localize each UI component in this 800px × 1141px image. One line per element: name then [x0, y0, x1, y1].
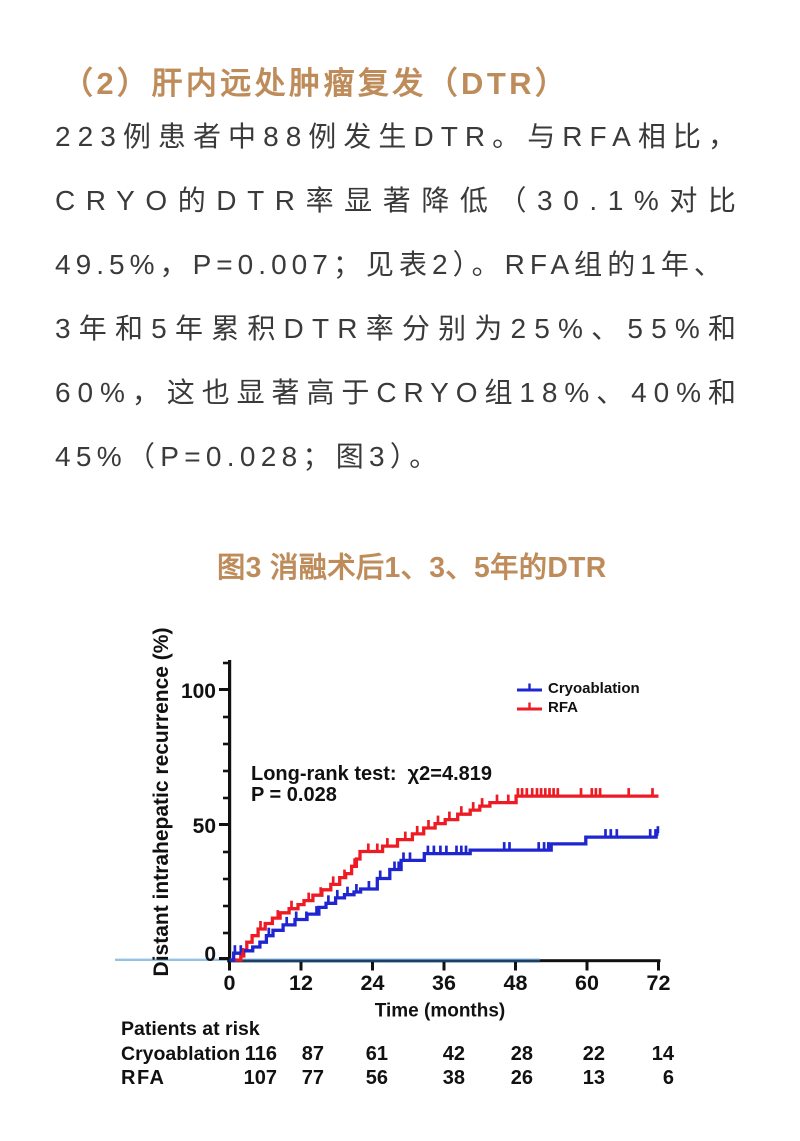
svg-text:6: 6 — [663, 1067, 674, 1089]
svg-text:12: 12 — [289, 971, 313, 995]
svg-text:38: 38 — [443, 1067, 465, 1089]
svg-text:Patients at risk: Patients at risk — [121, 1018, 260, 1040]
svg-text:Long-rank test: χ2=4.819: Long-rank test: χ2=4.819 — [251, 763, 492, 785]
svg-text:P = 0.028: P = 0.028 — [251, 784, 337, 806]
svg-text:RFA: RFA — [121, 1067, 166, 1089]
svg-text:Cryoablation: Cryoablation — [121, 1043, 240, 1065]
svg-text:107: 107 — [244, 1067, 277, 1089]
svg-text:56: 56 — [366, 1067, 388, 1089]
svg-text:116: 116 — [245, 1043, 277, 1065]
svg-text:36: 36 — [432, 971, 456, 995]
svg-text:28: 28 — [511, 1043, 533, 1065]
svg-text:24: 24 — [361, 971, 385, 995]
svg-text:61: 61 — [366, 1043, 388, 1065]
svg-text:Time (months): Time (months) — [375, 1001, 506, 1022]
svg-text:77: 77 — [302, 1067, 324, 1089]
svg-text:72: 72 — [647, 971, 671, 995]
svg-text:Distant intrahepatic recurrenc: Distant intrahepatic recurrence (%) — [150, 628, 173, 977]
svg-text:0: 0 — [224, 971, 236, 995]
svg-text:42: 42 — [443, 1043, 465, 1065]
svg-text:100: 100 — [181, 680, 216, 703]
svg-text:13: 13 — [583, 1067, 605, 1089]
svg-text:0: 0 — [204, 943, 216, 966]
svg-text:22: 22 — [583, 1043, 605, 1065]
svg-text:60: 60 — [575, 971, 599, 995]
svg-text:50: 50 — [193, 815, 216, 838]
svg-text:RFA: RFA — [548, 699, 578, 716]
svg-text:48: 48 — [504, 971, 528, 995]
svg-text:26: 26 — [511, 1067, 533, 1089]
svg-text:87: 87 — [302, 1043, 324, 1065]
svg-text:Cryoablation: Cryoablation — [548, 680, 640, 697]
svg-text:14: 14 — [652, 1043, 675, 1065]
